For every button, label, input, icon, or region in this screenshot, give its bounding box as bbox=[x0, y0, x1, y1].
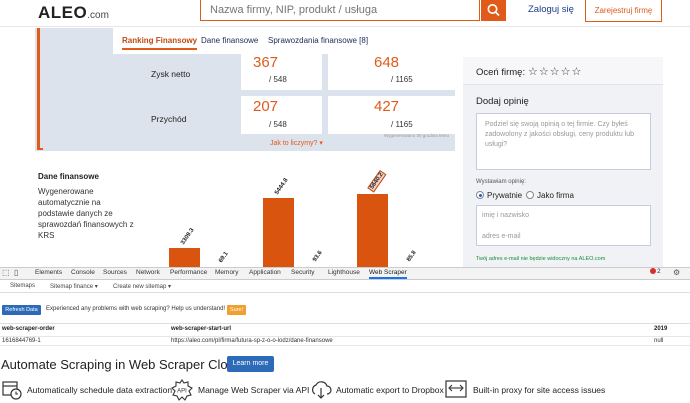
rate-label: Oceń firmę: bbox=[476, 67, 526, 78]
feedback-prompt: Experienced any problems with web scrapi… bbox=[46, 306, 226, 312]
accent-line-end bbox=[37, 148, 43, 150]
feature-label: Manage Web Scraper via API bbox=[198, 385, 310, 395]
table-cell: https://aleo.com/pl/firma/futura-sp-z-o-… bbox=[171, 338, 333, 344]
feature-label: Automatically schedule data extraction bbox=[27, 385, 173, 395]
error-icon bbox=[650, 268, 656, 274]
api-icon: API bbox=[171, 379, 193, 401]
learn-more-button[interactable]: Learn more bbox=[227, 356, 274, 372]
finance-chart: 3309.3 69.1 5444.8 93.6 5640.2 85.8 bbox=[169, 169, 418, 267]
device-toolbar-icon[interactable]: ▯ bbox=[14, 268, 19, 277]
accent-line bbox=[37, 28, 40, 150]
search-field[interactable] bbox=[200, 0, 480, 21]
bar-value-label: 69.1 bbox=[218, 250, 230, 264]
rank-cell bbox=[241, 96, 322, 134]
generated-note: Wygenerowano 30 grudnia temu bbox=[384, 133, 449, 138]
rating-row bbox=[463, 57, 663, 85]
radio-company-label: Jako firma bbox=[537, 191, 574, 200]
rank-cell bbox=[328, 96, 455, 134]
tab-console[interactable]: Console bbox=[71, 269, 95, 276]
star-rating[interactable]: ☆☆☆☆☆ bbox=[528, 66, 583, 78]
chart-bar bbox=[169, 247, 200, 267]
email-input[interactable]: adres e-mail bbox=[482, 233, 521, 240]
error-count-badge[interactable]: 2 bbox=[650, 268, 661, 275]
aleo-logo[interactable]: ALEO.com bbox=[38, 3, 109, 22]
tab-performance[interactable]: Performance bbox=[170, 269, 208, 276]
highlighted-value-label: 5640.2 bbox=[367, 169, 387, 193]
tab-lighthouse[interactable]: Lighthouse bbox=[328, 269, 360, 276]
metric-label-net-profit: Zysk netto bbox=[151, 69, 191, 79]
dropbox-export-icon bbox=[312, 381, 332, 399]
rank-total: / 1165 bbox=[391, 75, 413, 84]
tab-sources[interactable]: Sources bbox=[103, 269, 127, 276]
bar-value-label: 93.6 bbox=[312, 250, 324, 264]
column-header: web-scraper-start-url bbox=[171, 326, 232, 332]
rank-total: / 548 bbox=[269, 120, 287, 129]
chart-bar bbox=[263, 198, 294, 267]
name-input[interactable]: imię i nazwisko bbox=[482, 212, 530, 219]
rank-total: / 548 bbox=[269, 75, 287, 84]
radio-company[interactable] bbox=[526, 191, 534, 199]
finance-title: Dane finansowe bbox=[38, 172, 99, 181]
table-cell: 1616844769-1 bbox=[2, 338, 41, 344]
finance-description: Wygenerowane automatycznie na podstawie … bbox=[38, 187, 134, 240]
inspect-element-icon[interactable]: ⬚ bbox=[2, 268, 10, 277]
table-divider bbox=[0, 323, 690, 324]
feature-label: Automatic export to Dropbox bbox=[336, 385, 444, 395]
bar-value-label: 3309.3 bbox=[180, 227, 196, 246]
how-we-calculate-link[interactable]: Jak to liczymy? ▾ bbox=[270, 140, 323, 147]
tab-ranking-finansowy[interactable]: Ranking Finansowy bbox=[122, 36, 198, 50]
rank-total: / 1165 bbox=[391, 120, 413, 129]
search-input[interactable] bbox=[201, 0, 479, 20]
register-company-button[interactable]: Zarejestruj firmę bbox=[585, 0, 662, 22]
name-email-box bbox=[476, 205, 651, 246]
rank-value: 207 bbox=[253, 98, 279, 115]
tab-elements[interactable]: Elements bbox=[35, 269, 63, 276]
tab-security[interactable]: Security bbox=[291, 269, 315, 276]
bar-value-label: 85.8 bbox=[406, 250, 418, 264]
add-opinion-title: Dodaj opinię bbox=[476, 96, 529, 107]
rank-cell bbox=[328, 51, 455, 90]
publish-as-label: Wystawiam opinię: bbox=[476, 179, 526, 185]
opinion-textarea[interactable]: Podziel się swoją opinią o tej firmie. C… bbox=[476, 113, 651, 170]
table-cell: null bbox=[654, 338, 664, 344]
bar-value-label: 5640.2 bbox=[367, 169, 387, 193]
tab-network[interactable]: Network bbox=[136, 269, 160, 276]
search-icon bbox=[487, 4, 500, 17]
metric-label-revenue: Przychód bbox=[151, 114, 187, 124]
proxy-icon bbox=[445, 380, 467, 398]
devtools-tabbar bbox=[0, 267, 690, 280]
sure-button[interactable]: Sure! bbox=[227, 305, 246, 315]
radio-private[interactable] bbox=[476, 191, 484, 199]
tab-dane-finansowe[interactable]: Dane finansowe bbox=[201, 36, 259, 45]
column-header: 2019 bbox=[654, 326, 668, 332]
rank-cell bbox=[241, 51, 322, 90]
cloud-promo-title: Automate Scraping in Web Scraper Cloud bbox=[1, 357, 243, 372]
login-link[interactable]: Zaloguj się bbox=[528, 4, 574, 15]
bar-value-label: 5444.8 bbox=[274, 177, 290, 197]
refresh-data-button[interactable]: Refresh Data bbox=[2, 305, 41, 315]
nav-create-sitemap[interactable]: Create new sitemap ▾ bbox=[113, 284, 172, 290]
rank-value: 427 bbox=[374, 98, 400, 115]
chart-bar bbox=[357, 193, 388, 267]
tab-application[interactable]: Application bbox=[249, 269, 281, 276]
rank-value: 648 bbox=[374, 54, 400, 71]
column-header: web-scraper-order bbox=[2, 326, 55, 332]
nav-sitemap-finance[interactable]: Sitemap finance ▾ bbox=[50, 284, 98, 290]
gear-icon[interactable]: ⚙ bbox=[673, 268, 681, 277]
tab-web-scraper[interactable]: Web Scraper bbox=[369, 269, 407, 279]
tab-sprawozdania[interactable]: Sprawozdania finansowe [8] bbox=[268, 36, 369, 45]
web-scraper-nav bbox=[0, 281, 690, 293]
radio-private-label: Prywatnie bbox=[487, 191, 523, 200]
svg-text:API: API bbox=[177, 389, 187, 395]
nav-sitemaps[interactable]: Sitemaps bbox=[10, 283, 36, 289]
rank-value: 367 bbox=[253, 54, 279, 71]
table-divider bbox=[0, 345, 690, 346]
search-button[interactable] bbox=[481, 0, 506, 21]
schedule-icon bbox=[2, 381, 22, 400]
feature-label: Built-in proxy for site access issues bbox=[473, 385, 606, 395]
email-visibility-note: Twój adres e-mail nie będzie widoczny na… bbox=[476, 256, 606, 262]
tab-memory[interactable]: Memory bbox=[215, 269, 239, 276]
table-divider bbox=[0, 336, 690, 337]
